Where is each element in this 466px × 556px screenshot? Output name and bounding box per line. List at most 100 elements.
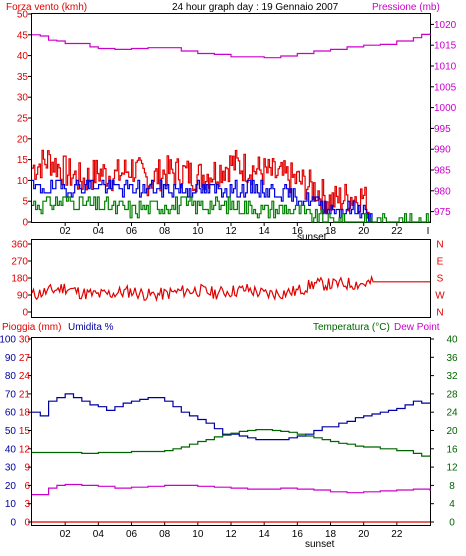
humidity-tick-label: 100 bbox=[0, 335, 16, 346]
dewpoint-line bbox=[32, 483, 431, 496]
humidity-axis-label: Umidita % bbox=[68, 322, 114, 333]
pressure-tick-label: 995 bbox=[434, 124, 451, 135]
rain-tick-label: 0 bbox=[24, 518, 30, 529]
rain-tick-label: 3 bbox=[24, 499, 30, 510]
chart-title: 24 hour graph day : 19 Gennaio 2007 bbox=[172, 2, 339, 13]
temperature-tick-label: 40 bbox=[446, 335, 458, 346]
hour-tick-label-bottom: 12 bbox=[225, 529, 237, 540]
direction-tick-label: 0 bbox=[22, 308, 28, 319]
humidity-tick-label: 20 bbox=[5, 481, 17, 492]
hour-tick-label-bottom: 10 bbox=[192, 529, 204, 540]
hour-tick-label: 08 bbox=[159, 226, 171, 237]
wind-direction-line bbox=[31, 274, 430, 303]
pressure-line bbox=[32, 33, 431, 59]
temperature-tick-label: 8 bbox=[449, 481, 455, 492]
humidity-tick-label: 60 bbox=[5, 408, 17, 419]
wind-tick-label: 30 bbox=[17, 93, 29, 104]
pressure-tick-label: 985 bbox=[434, 166, 451, 177]
pressure-axis-label: Pressione (mb) bbox=[372, 2, 440, 13]
hour-tick-label-bottom: 18 bbox=[325, 529, 337, 540]
rain-tick-label: 15 bbox=[19, 426, 31, 437]
humidity-tick-label: 80 bbox=[5, 371, 17, 382]
wind-tick-label: 5 bbox=[22, 197, 28, 208]
wind-tick-label: 10 bbox=[17, 176, 29, 187]
sunset-label-top: sunset bbox=[297, 232, 327, 243]
wind-low-line bbox=[32, 196, 430, 223]
wind-average-line bbox=[32, 179, 373, 223]
hour-tick-label-bottom: 02 bbox=[60, 529, 72, 540]
hour-tick-label: 22 bbox=[391, 226, 403, 237]
temperature-tick-label: 12 bbox=[446, 463, 458, 474]
temperature-tick-label: 20 bbox=[446, 426, 458, 437]
wind-tick-label: 45 bbox=[17, 30, 29, 41]
dewpoint-axis-label: Dew Point bbox=[394, 322, 440, 333]
hour-tick-label: 02 bbox=[60, 226, 72, 237]
humidity-tick-label: 10 bbox=[5, 499, 17, 510]
hour-tick-label: 04 bbox=[93, 226, 105, 237]
temperature-tick-label: 28 bbox=[446, 389, 458, 400]
compass-tick-label: E bbox=[437, 257, 444, 268]
compass-tick-label: N bbox=[436, 240, 443, 251]
hour-tick-label-bottom: 06 bbox=[126, 529, 138, 540]
pressure-tick-label: 1005 bbox=[434, 82, 457, 93]
hour-tick-label-bottom: 14 bbox=[259, 529, 271, 540]
hour-tick-label: 12 bbox=[225, 226, 237, 237]
hour-tick-label: 16 bbox=[292, 226, 304, 237]
pressure-tick-label: 975 bbox=[434, 207, 451, 218]
humidity-tick-label: 0 bbox=[10, 518, 16, 529]
hour-tick-label: 18 bbox=[325, 226, 337, 237]
direction-tick-label: 360 bbox=[11, 240, 28, 251]
humidity-tick-label: 30 bbox=[5, 463, 17, 474]
compass-tick-label: S bbox=[437, 274, 444, 285]
wind-tick-label: 50 bbox=[17, 10, 29, 21]
temperature-tick-label: 4 bbox=[449, 499, 455, 510]
direction-tick-label: 90 bbox=[17, 291, 29, 302]
hour-tick-label-bottom: 04 bbox=[93, 529, 105, 540]
hour-tick-label-bottom: 22 bbox=[391, 529, 403, 540]
humidity-tick-label: 40 bbox=[5, 444, 17, 455]
temperature-line bbox=[32, 429, 431, 457]
hour-tick-label: 06 bbox=[126, 226, 138, 237]
hour-tick-label-bottom: 16 bbox=[292, 529, 304, 540]
hour-tick-label: 14 bbox=[259, 226, 271, 237]
hour-tick-label-bottom: 08 bbox=[159, 529, 171, 540]
wind-tick-label: 25 bbox=[17, 114, 29, 125]
temperature-axis-label: Temperatura (°C) bbox=[313, 322, 390, 333]
rain-tick-label: 21 bbox=[19, 389, 31, 400]
rain-tick-label: 6 bbox=[24, 481, 30, 492]
humidity-tick-label: 50 bbox=[5, 426, 17, 437]
temperature-tick-label: 16 bbox=[446, 444, 458, 455]
hour-tick-label-bottom: 20 bbox=[358, 529, 370, 540]
hour-tick-label: 20 bbox=[358, 226, 370, 237]
pressure-tick-label: 1010 bbox=[434, 62, 457, 73]
temperature-tick-label: 0 bbox=[449, 518, 455, 529]
compass-tick-label: N bbox=[436, 308, 443, 319]
direction-tick-label: 270 bbox=[11, 257, 28, 268]
rain-tick-label: 9 bbox=[24, 463, 30, 474]
humidity-tick-label: 90 bbox=[5, 353, 17, 364]
sunset-label-bottom: sunset bbox=[305, 539, 335, 550]
wind-tick-label: 0 bbox=[22, 218, 28, 229]
rain-tick-label: 12 bbox=[19, 444, 31, 455]
rain-axis-label: Pioggia (mm) bbox=[2, 322, 61, 333]
axis-ticks: 0510152025303540455097598098599099510001… bbox=[0, 10, 458, 541]
humidity-tick-label: 70 bbox=[5, 389, 17, 400]
rain-tick-label: 24 bbox=[19, 371, 31, 382]
chart-marks bbox=[31, 33, 431, 523]
temp-panel-frame bbox=[31, 337, 431, 526]
pressure-tick-label: 990 bbox=[434, 145, 451, 156]
pressure-tick-label: 1015 bbox=[434, 41, 457, 52]
rain-tick-label: 27 bbox=[19, 353, 31, 364]
wind-tick-label: 35 bbox=[17, 72, 29, 83]
pressure-tick-label: 1020 bbox=[434, 20, 457, 31]
rain-tick-label: 18 bbox=[19, 408, 31, 419]
compass-tick-label: W bbox=[435, 291, 445, 302]
rain-tick-label: 30 bbox=[19, 335, 31, 346]
wind-axis-label: Forza vento (kmh) bbox=[6, 2, 87, 13]
hour-end-tick: I bbox=[427, 226, 430, 237]
pressure-tick-label: 1000 bbox=[434, 103, 457, 114]
temperature-tick-label: 36 bbox=[446, 353, 458, 364]
wind-tick-label: 15 bbox=[17, 155, 29, 166]
